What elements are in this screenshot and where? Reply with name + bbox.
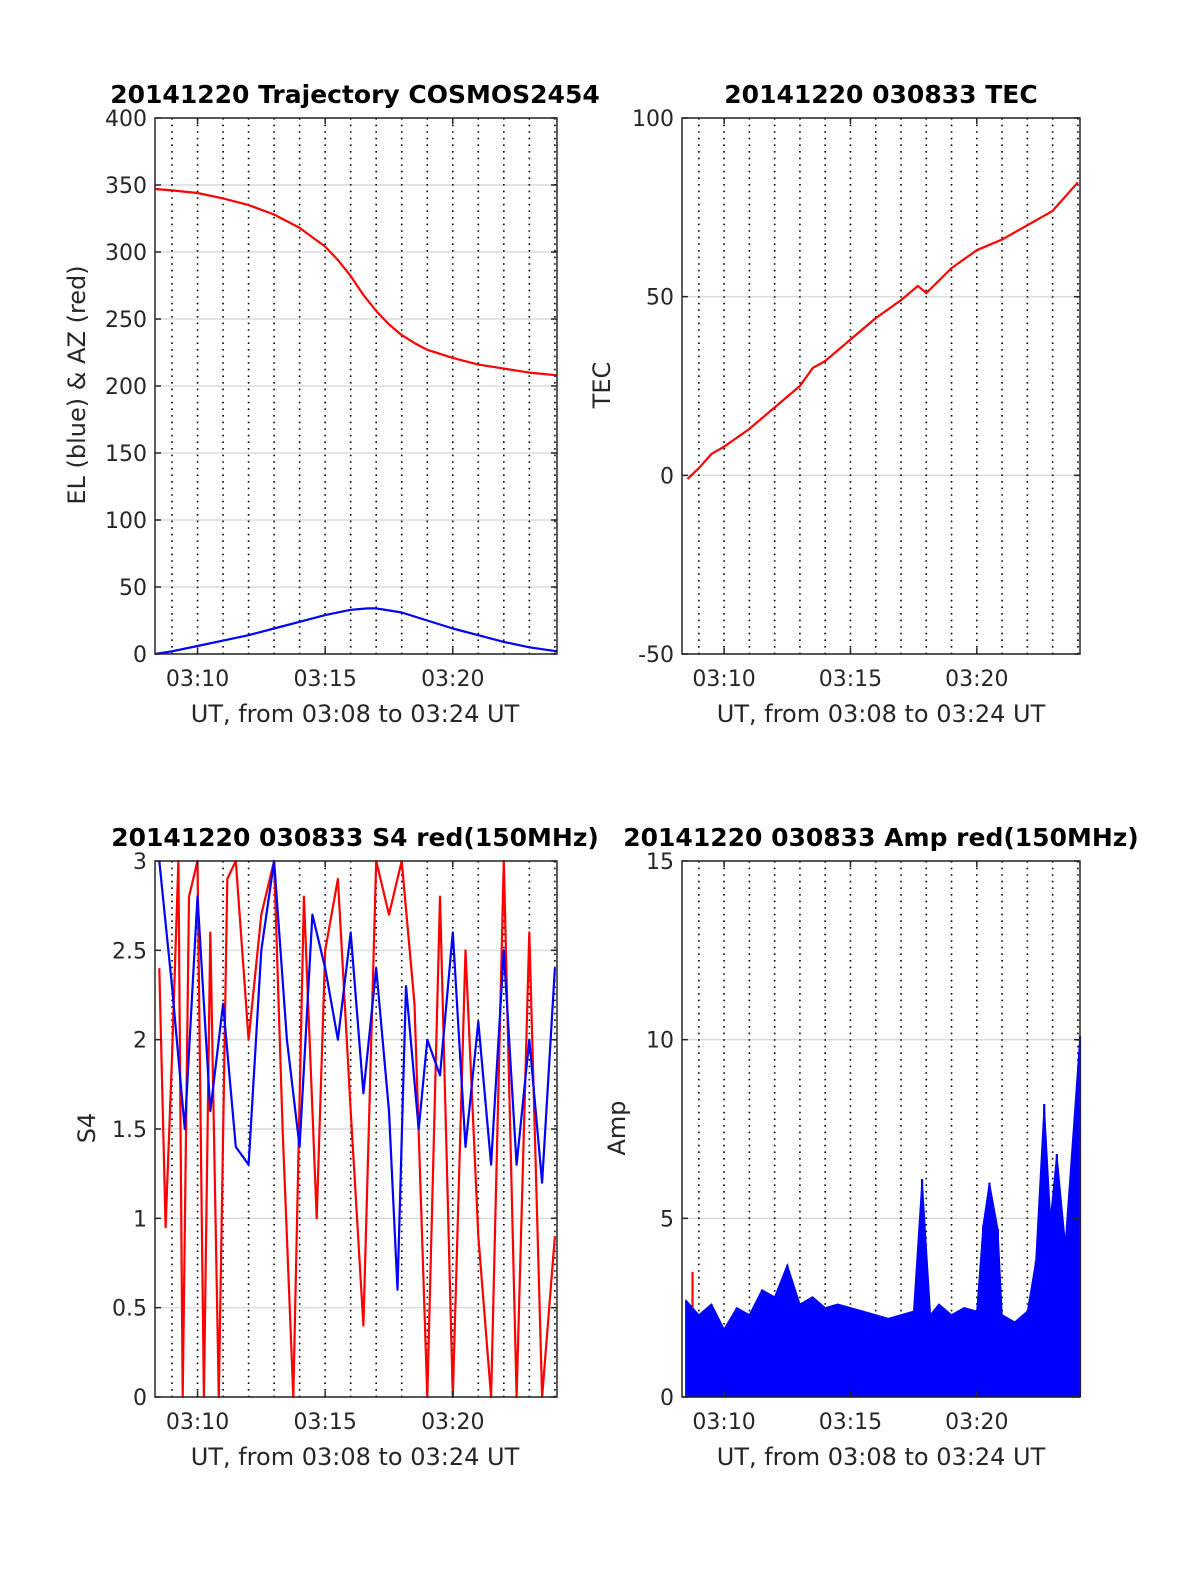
y-tick-label: 10 <box>646 1029 674 1054</box>
axes-frame <box>681 117 1081 655</box>
y-tick-label: 50 <box>119 576 147 601</box>
y-tick-label: 400 <box>105 107 147 132</box>
y-tick-label: 0 <box>660 464 674 489</box>
chart-title: 20141220 030833 TEC <box>724 80 1037 109</box>
x-tick-label: 03:15 <box>293 1410 356 1435</box>
x-axis-label: UT, from 03:08 to 03:24 UT <box>717 1443 1046 1471</box>
amp-series-fill <box>685 1036 1081 1398</box>
y-tick-label: 0 <box>660 1386 674 1411</box>
x-tick-label: 03:10 <box>692 1410 755 1435</box>
x-tick-label: 03:20 <box>421 1410 484 1435</box>
y-tick-label: 250 <box>105 308 147 333</box>
x-tick-label: 03:20 <box>945 1410 1008 1435</box>
y-tick-label: 0 <box>133 643 147 668</box>
y-tick-label: 3 <box>133 850 147 875</box>
x-tick-label: 03:15 <box>819 1410 882 1435</box>
series-line-red <box>686 181 1079 480</box>
x-tick-label: 03:20 <box>421 667 484 692</box>
x-tick-label: 03:20 <box>945 667 1008 692</box>
series-line-red <box>154 187 558 377</box>
panel-amp: 20141220 030833 Amp red(150MHz) UT, from… <box>603 823 1139 1471</box>
plot-area <box>681 860 1082 1398</box>
y-tick-label: 200 <box>105 375 147 400</box>
y-tick-label: 100 <box>632 107 674 132</box>
plot-area <box>154 859 558 1399</box>
y-tick-label: 1 <box>133 1207 147 1232</box>
y-tick-label: 0.5 <box>112 1297 147 1322</box>
x-tick-label: 03:10 <box>692 667 755 692</box>
chart-title: 20141220 030833 S4 red(150MHz) <box>111 823 599 852</box>
y-tick-label: 5 <box>660 1207 674 1232</box>
x-axis-label: UT, from 03:08 to 03:24 UT <box>191 1443 520 1471</box>
panel-trajectory: 20141220 Trajectory COSMOS2454 UT, from … <box>63 80 600 728</box>
y-tick-label: 2.5 <box>112 939 147 964</box>
x-tick-label: 03:15 <box>293 667 356 692</box>
y-tick-label: 15 <box>646 850 674 875</box>
y-tick-label: 1.5 <box>112 1118 147 1143</box>
plot-area <box>154 117 558 656</box>
y-tick-label: 2 <box>133 1029 147 1054</box>
series-line-red <box>158 859 556 1399</box>
plot-area <box>681 117 1081 655</box>
y-tick-label: -50 <box>638 643 674 668</box>
panel-tec: 20141220 030833 TEC UT, from 03:08 to 03… <box>588 80 1046 728</box>
x-axis-label: UT, from 03:08 to 03:24 UT <box>191 700 520 728</box>
panel-s4: 20141220 030833 S4 red(150MHz) UT, from … <box>73 823 599 1471</box>
x-axis-label: UT, from 03:08 to 03:24 UT <box>717 700 1046 728</box>
y-tick-label: 0 <box>133 1386 147 1411</box>
y-tick-label: 300 <box>105 241 147 266</box>
chart-title: 20141220 030833 Amp red(150MHz) <box>623 823 1139 852</box>
axes-frame <box>681 860 1081 1398</box>
y-axis-label: TEC <box>588 362 616 410</box>
y-tick-label: 150 <box>105 442 147 467</box>
y-tick-label: 50 <box>646 286 674 311</box>
y-tick-label: 350 <box>105 174 147 199</box>
x-tick-label: 03:10 <box>166 667 229 692</box>
y-tick-label: 100 <box>105 509 147 534</box>
y-axis-label: Amp <box>603 1100 631 1155</box>
x-tick-label: 03:15 <box>819 667 882 692</box>
y-axis-label: S4 <box>73 1113 101 1144</box>
x-tick-label: 03:10 <box>166 1410 229 1435</box>
series-line-blue <box>154 607 558 656</box>
series-line-blue <box>158 859 556 1291</box>
chart-title: 20141220 Trajectory COSMOS2454 <box>110 80 600 109</box>
y-axis-label: EL (blue) & AZ (red) <box>63 265 91 504</box>
